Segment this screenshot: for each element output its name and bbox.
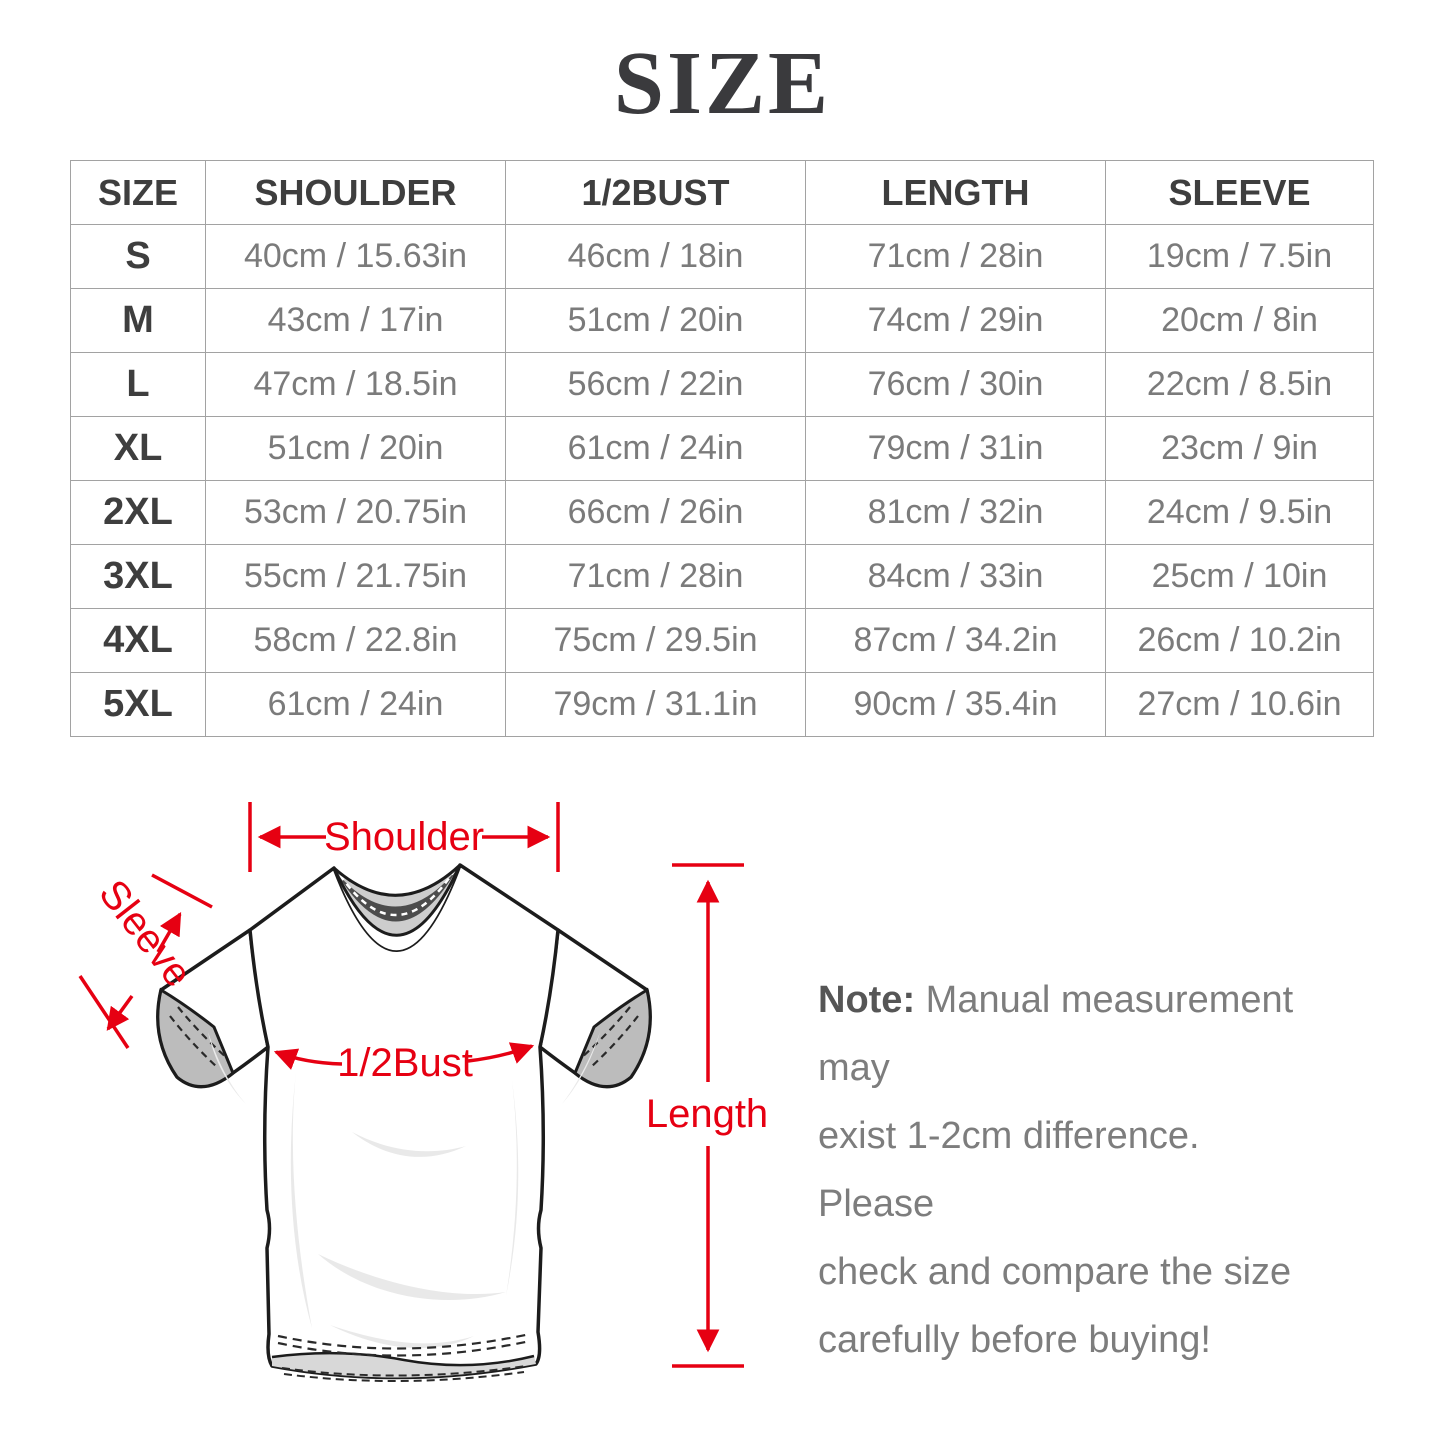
size-cell: 2XL: [70, 480, 206, 545]
bust-cell: 61cm / 24in: [505, 416, 806, 481]
sleeve-cell: 20cm / 8in: [1105, 288, 1374, 353]
size-cell: 3XL: [70, 544, 206, 609]
right-cuff: [573, 987, 652, 1089]
shoulder-cell: 53cm / 20.75in: [205, 480, 506, 545]
size-cell: 5XL: [70, 672, 206, 737]
length-cell: 87cm / 34.2in: [805, 608, 1106, 673]
collar-back-edge: [333, 863, 462, 897]
collar-stitching: [338, 870, 456, 917]
sleeve-cell: 23cm / 9in: [1105, 416, 1374, 481]
shoulder-cell: 51cm / 20in: [205, 416, 506, 481]
note-line: Note: Manual measurement may: [818, 979, 1294, 1089]
length-cell: 76cm / 30in: [805, 352, 1106, 417]
col-header-sleeve: SLEEVE: [1105, 160, 1374, 225]
shoulder-cell: 40cm / 15.63in: [205, 224, 506, 289]
table-header-row: SIZE SHOULDER 1/2BUST LENGTH SLEEVE: [70, 160, 1374, 225]
bust-arrow-right: [467, 1042, 535, 1064]
bust-cell: 75cm / 29.5in: [505, 608, 806, 673]
bust-label: 1/2Bust: [337, 1041, 473, 1085]
left-cuff: [156, 987, 235, 1089]
right-cuff-stitching: [589, 1015, 639, 1069]
shoulder-cell: 43cm / 17in: [205, 288, 506, 353]
bust-cell: 56cm / 22in: [505, 352, 806, 417]
sleeve-tick-lower: [78, 975, 130, 1049]
collar-front-band: [334, 865, 460, 951]
size-cell: L: [70, 352, 206, 417]
note-line: exist 1-2cm difference. Please: [818, 1115, 1200, 1225]
collar-front-band-top-edge: [332, 864, 462, 937]
sleeve-cell: 19cm / 7.5in: [1105, 224, 1374, 289]
collar-back-band: [336, 868, 458, 922]
sleeve-cell: 22cm / 8.5in: [1105, 352, 1374, 417]
size-table: SIZE SHOULDER 1/2BUST LENGTH SLEEVE S 40…: [70, 160, 1374, 737]
size-cell: 4XL: [70, 608, 206, 673]
table-row: S 40cm / 15.63in 46cm / 18in 71cm / 28in…: [70, 224, 1374, 289]
length-cell: 74cm / 29in: [805, 288, 1106, 353]
bust-cell: 66cm / 26in: [505, 480, 806, 545]
right-cuff-stitching: [579, 1006, 631, 1060]
left-cuff-stitching: [169, 1015, 219, 1069]
table-row: XL 51cm / 20in 61cm / 24in 79cm / 31in 2…: [70, 416, 1374, 481]
measurement-annotations: [78, 802, 744, 1368]
sleeve-cell: 26cm / 10.2in: [1105, 608, 1374, 673]
page-title: SIZE: [613, 34, 832, 133]
sleeve-cell: 24cm / 9.5in: [1105, 480, 1374, 545]
length-label: Length: [646, 1092, 768, 1136]
note-line: carefully before buying!: [818, 1319, 1211, 1361]
bust-cell: 79cm / 31.1in: [505, 672, 806, 737]
size-cell: S: [70, 224, 206, 289]
sleeve-cell: 25cm / 10in: [1105, 544, 1374, 609]
hem-stitching: [283, 1371, 525, 1382]
note-line: check and compare the size: [818, 1251, 1292, 1293]
size-cell: XL: [70, 416, 206, 481]
table-row: M 43cm / 17in 51cm / 20in 74cm / 29in 20…: [70, 288, 1374, 353]
shoulder-cell: 58cm / 22.8in: [205, 608, 506, 673]
length-cell: 79cm / 31in: [805, 416, 1106, 481]
col-header-length: LENGTH: [805, 160, 1106, 225]
hem-stitching: [277, 1332, 531, 1350]
tshirt-body: [248, 863, 560, 1380]
table-row: 4XL 58cm / 22.8in 75cm / 29.5in 87cm / 3…: [70, 608, 1374, 673]
shoulder-cell: 61cm / 24in: [205, 672, 506, 737]
sleeve-cell: 27cm / 10.6in: [1105, 672, 1374, 737]
shoulder-label: Shoulder: [324, 815, 484, 859]
bust-arrow-left: [273, 1048, 343, 1070]
length-cell: 81cm / 32in: [805, 480, 1106, 545]
col-header-shoulder: SHOULDER: [205, 160, 506, 225]
length-cell: 90cm / 35.4in: [805, 672, 1106, 737]
sleeve-arrow-down: [106, 994, 134, 1031]
table-row: 2XL 53cm / 20.75in 66cm / 26in 81cm / 32…: [70, 480, 1374, 545]
table-row: 5XL 61cm / 24in 79cm / 31.1in 90cm / 35.…: [70, 672, 1374, 737]
bust-cell: 46cm / 18in: [505, 224, 806, 289]
bust-cell: 51cm / 20in: [505, 288, 806, 353]
length-cell: 71cm / 28in: [805, 224, 1106, 289]
sleeve-tick-upper: [151, 873, 213, 909]
shoulder-cell: 55cm / 21.75in: [205, 544, 506, 609]
left-cuff-stitching: [177, 1006, 229, 1060]
hem-stitching: [277, 1339, 531, 1357]
hem-stitching: [281, 1365, 527, 1377]
note-label: Note:: [818, 979, 916, 1021]
bust-cell: 71cm / 28in: [505, 544, 806, 609]
shoulder-cell: 47cm / 18.5in: [205, 352, 506, 417]
fabric-wrinkles: [208, 1032, 600, 1348]
note-text: Note: Manual measurement may exist 1-2cm…: [818, 966, 1298, 1374]
table-row: 3XL 55cm / 21.75in 71cm / 28in 84cm / 33…: [70, 544, 1374, 609]
hem-fold-line: [271, 1351, 535, 1367]
tshirt-measurement-diagram: Shoulder Sleeve 1/2Bust Length: [78, 802, 768, 1382]
length-cell: 84cm / 33in: [805, 544, 1106, 609]
col-header-size: SIZE: [70, 160, 206, 225]
size-cell: M: [70, 288, 206, 353]
table-row: L 47cm / 18.5in 56cm / 22in 76cm / 30in …: [70, 352, 1374, 417]
col-header-bust: 1/2BUST: [505, 160, 806, 225]
sleeve-arrow-up: [156, 912, 182, 953]
